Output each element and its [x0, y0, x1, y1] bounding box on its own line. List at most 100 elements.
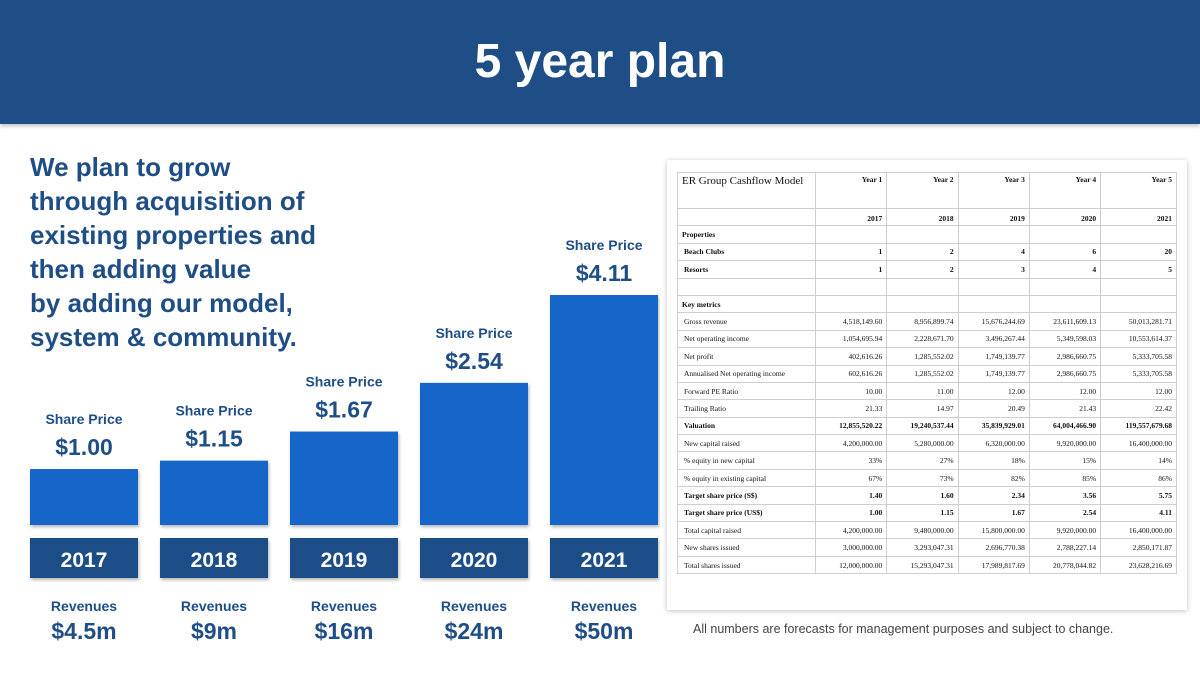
row-value: 23,628,216.69 — [1100, 555, 1177, 575]
row-label: Trailing Ratio — [677, 399, 816, 418]
year-label: 2017 — [61, 549, 108, 572]
row-value: 5,333,705.58 — [1100, 364, 1177, 383]
row-label: Target share price (S$) — [677, 486, 816, 505]
cashflow-model-table-panel: ER Group Cashflow Model Year 1 Year 2 Year … — [667, 160, 1187, 610]
year-header: Year 3 — [957, 172, 1030, 209]
row-value: 21.33 — [814, 399, 888, 418]
share-price-caption: Share Price — [45, 411, 122, 427]
empty-cell — [886, 225, 959, 244]
row-value: 16,400,000.00 — [1100, 521, 1177, 540]
intro-line: We plan to grow — [30, 152, 231, 182]
table-year-row: 2017 2018 2019 2020 2021 — [677, 207, 1177, 227]
row-label: Net profit — [677, 347, 816, 366]
empty-cell — [677, 207, 816, 227]
revenues-caption: Revenues — [571, 598, 637, 614]
row-value: 1,054,695.94 — [814, 329, 888, 349]
share-price-bar-chart: $1.00 Share Price 2017 Revenues $4.5m $1.15 Sh… — [30, 237, 658, 644]
table-row: Target share price (US$) 1.00 1.15 1.67 2.54… — [677, 503, 1177, 523]
intro-line: by adding our model, — [30, 288, 293, 318]
table-row: Valuation 12,855,520.22 19,240,537.44 35,83… — [677, 416, 1177, 436]
row-label: Resorts — [677, 260, 816, 279]
row-value: 6,320,000.00 — [957, 434, 1030, 453]
table-spacer-row — [677, 277, 1177, 296]
table-row: % equity in new capital 33% 27% 18% 15% 14% — [677, 451, 1177, 470]
table-section-row: Properties — [677, 225, 1177, 244]
calendar-year: 2017 — [814, 207, 888, 227]
row-value: 14.97 — [886, 399, 959, 418]
row-value: 12.00 — [957, 381, 1030, 401]
row-value: 402,616.26 — [814, 347, 888, 366]
row-value: 1,749,139.77 — [957, 347, 1030, 366]
row-value: 1 — [814, 242, 888, 262]
revenues-caption: Revenues — [311, 598, 377, 614]
row-value: 2,986,660.75 — [1028, 364, 1102, 383]
row-value: 4 — [957, 242, 1030, 262]
empty-cell — [1100, 225, 1177, 244]
share-price-value-label: $4.11 — [576, 260, 632, 286]
revenue-value-label: $24m — [445, 618, 504, 644]
row-value: 4,518,149.60 — [814, 312, 888, 331]
row-value: 5,280,000.00 — [886, 434, 959, 453]
empty-cell — [1028, 277, 1102, 296]
year-label: 2021 — [581, 549, 628, 572]
share-price-bar — [30, 469, 138, 525]
row-value: 12,855,520.22 — [814, 416, 888, 436]
row-label: New shares issued — [677, 538, 816, 557]
row-value: 10.00 — [814, 381, 888, 401]
empty-cell — [957, 277, 1030, 296]
calendar-year: 2021 — [1100, 207, 1177, 227]
row-value: 3.56 — [1028, 486, 1102, 505]
share-price-caption: Share Price — [565, 237, 642, 253]
share-price-caption: Share Price — [175, 403, 252, 419]
row-value: 12.00 — [1028, 381, 1102, 401]
row-label: % equity in new capital — [677, 451, 816, 470]
share-price-caption: Share Price — [435, 325, 512, 341]
empty-cell — [1028, 294, 1102, 314]
table-row: Trailing Ratio 21.33 14.97 20.49 21.43 22.42 — [677, 399, 1177, 418]
row-value: 9,480,000.00 — [886, 521, 959, 540]
row-value: 4.11 — [1100, 503, 1177, 523]
calendar-year: 2019 — [957, 207, 1030, 227]
row-value: 3,000,000.00 — [814, 538, 888, 557]
table-row: Total shares issued 12,000,000.00 15,293,0… — [677, 555, 1177, 575]
row-value: 1,749,139.77 — [957, 364, 1030, 383]
share-price-bar — [550, 295, 658, 525]
share-price-value-label: $1.67 — [315, 397, 373, 423]
year-header: Year 4 — [1028, 172, 1102, 209]
year-header: Year 5 — [1100, 172, 1177, 209]
row-label: Total shares issued — [677, 555, 816, 575]
section-heading: Properties — [677, 225, 816, 244]
share-price-value-label: $1.00 — [55, 434, 113, 460]
empty-cell — [886, 277, 959, 296]
revenues-caption: Revenues — [441, 598, 507, 614]
empty-cell — [957, 294, 1030, 314]
year-label-box — [420, 538, 528, 578]
row-value: 4 — [1028, 260, 1102, 279]
row-value: 15,800,000.00 — [957, 521, 1030, 540]
row-value: 10,553,614.37 — [1100, 329, 1177, 349]
revenue-value-label: $4.5m — [51, 618, 116, 644]
row-value: 20,778,044.82 — [1028, 555, 1102, 575]
section-heading: Key metrics — [677, 294, 816, 314]
row-value: 35,839,929.01 — [957, 416, 1030, 436]
row-value: 19,240,537.44 — [886, 416, 959, 436]
row-value: 21.43 — [1028, 399, 1102, 418]
row-value: 15% — [1028, 451, 1102, 470]
revenue-value-label: $16m — [315, 618, 374, 644]
row-value: 33% — [814, 451, 888, 470]
row-value: 23,611,609.13 — [1028, 312, 1102, 331]
share-price-value-label: $2.54 — [445, 348, 503, 374]
row-value: 2 — [886, 242, 959, 262]
table-row: New capital raised 4,200,000.00 5,280,000.… — [677, 434, 1177, 453]
row-value: 18% — [957, 451, 1030, 470]
year-label-box — [160, 538, 268, 578]
row-value: 11.00 — [886, 381, 959, 401]
page-title: 5 year plan — [474, 35, 726, 88]
revenue-value-label: $50m — [575, 618, 634, 644]
row-value: 50,013,281.71 — [1100, 312, 1177, 331]
row-value: 14% — [1100, 451, 1177, 470]
table-row: % equity in existing capital 67% 73% 82% 85%… — [677, 468, 1177, 488]
table-row: Target share price (S$) 1.40 1.60 2.34 3.56 5… — [677, 486, 1177, 505]
row-value: 3,496,267.44 — [957, 329, 1030, 349]
row-value: 2,986,660.75 — [1028, 347, 1102, 366]
